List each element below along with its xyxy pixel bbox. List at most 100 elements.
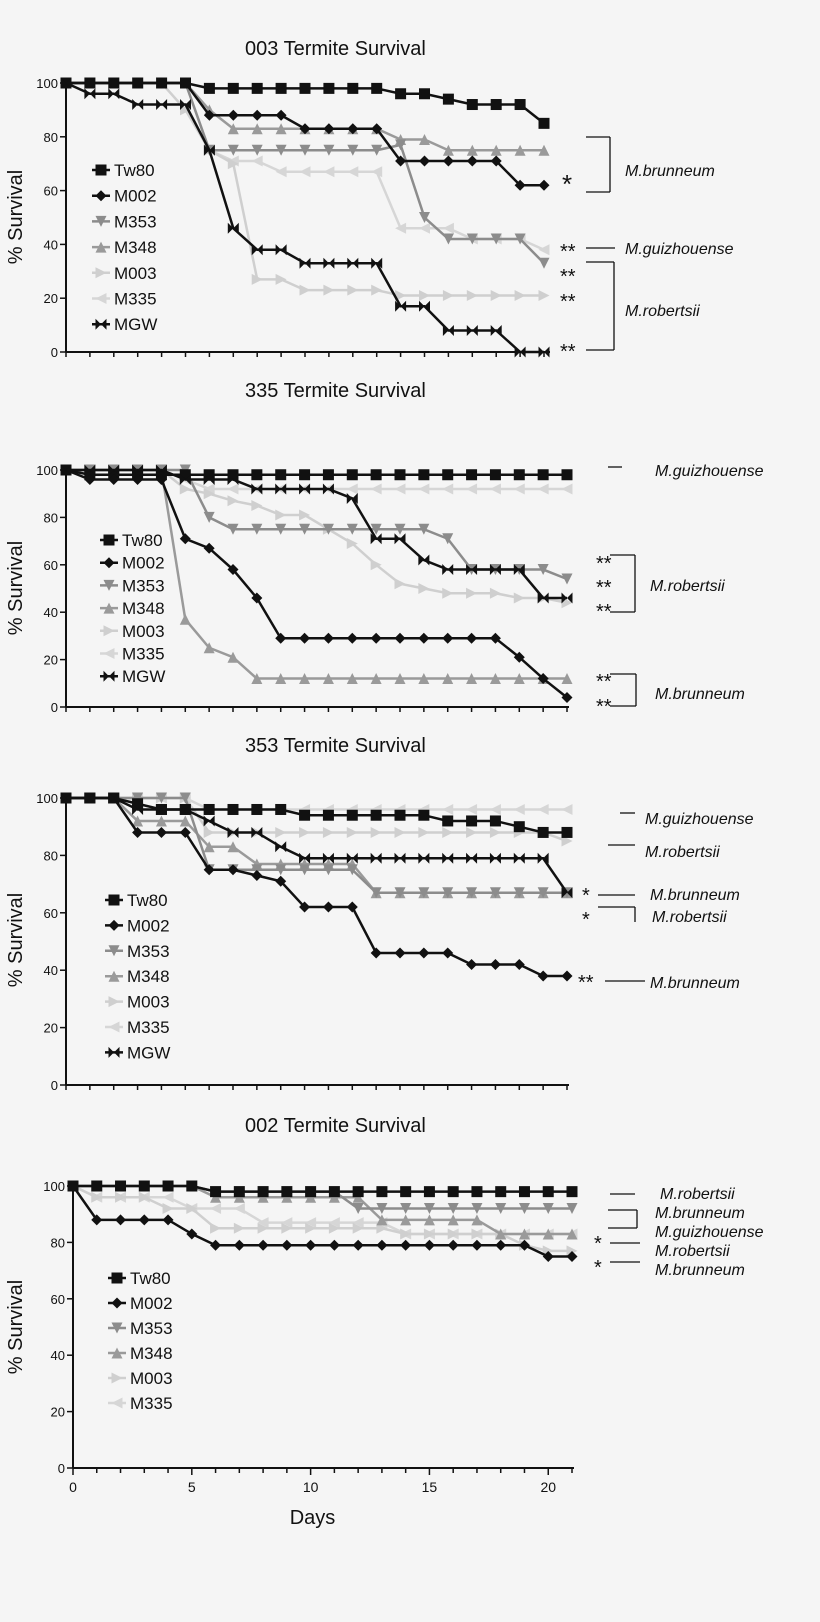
data-point (395, 290, 407, 302)
data-point (227, 473, 239, 485)
chart-panel-1: 335 Termite Survival % Survival 0 20 40 60 80 1… (5, 380, 764, 718)
legend-marker (95, 164, 107, 176)
data-point (400, 1214, 412, 1226)
data-point (537, 803, 549, 815)
data-point (561, 835, 573, 847)
significance-marker: ** (596, 696, 612, 718)
data-point (394, 673, 406, 685)
x-tick-label: 15 (422, 1479, 438, 1495)
data-point (227, 826, 239, 838)
data-point (352, 1239, 364, 1251)
data-point (275, 166, 287, 178)
data-point (371, 123, 383, 135)
data-point (566, 1203, 578, 1215)
x-axis-label: Days (290, 1507, 336, 1529)
data-point (251, 123, 263, 135)
data-point (60, 77, 72, 89)
data-point (305, 1222, 317, 1234)
data-point (471, 1186, 483, 1198)
data-point (275, 509, 287, 521)
data-point (108, 88, 120, 100)
data-point (179, 826, 191, 838)
legend-label: M353 (114, 212, 157, 231)
data-point (251, 869, 263, 881)
data-point (251, 500, 263, 512)
data-point (299, 809, 311, 821)
y-tick-label: 0 (51, 345, 58, 360)
series-M002 (60, 464, 573, 704)
data-point (561, 692, 573, 704)
legend-marker (111, 1322, 123, 1334)
data-point (395, 88, 407, 100)
data-point (489, 803, 501, 815)
legend-marker (108, 996, 120, 1008)
annotation-species: M.robertsii (625, 303, 700, 320)
data-point (322, 809, 334, 821)
y-tick-label: 80 (51, 1235, 65, 1250)
y-tick-label: 20 (51, 1405, 65, 1420)
data-point (371, 257, 383, 269)
legend-label: Tw80 (114, 161, 155, 180)
data-point (518, 1228, 530, 1240)
data-point (203, 82, 215, 94)
legend: Tw80 M002 M353 M348 M003 M335 MGW (105, 891, 170, 1062)
data-point (395, 139, 407, 151)
data-point (418, 809, 430, 821)
data-point (179, 473, 191, 485)
data-point (346, 523, 358, 535)
data-point (251, 523, 263, 535)
data-point (418, 947, 430, 959)
annotation-species: M.robertsii (650, 578, 725, 595)
data-point (346, 632, 358, 644)
data-point (419, 212, 430, 223)
legend-label: M002 (114, 187, 157, 206)
data-point (513, 803, 525, 815)
data-point (466, 324, 478, 336)
data-point (281, 1186, 293, 1198)
data-point (561, 970, 573, 982)
data-point (447, 1203, 459, 1215)
data-point (514, 290, 526, 302)
legend-label: MGW (122, 667, 165, 686)
legend-marker (103, 625, 115, 637)
annotation-species: M.guizhouense (625, 241, 734, 258)
data-point (442, 947, 454, 959)
data-point (162, 1214, 174, 1226)
legend-marker (103, 648, 115, 659)
legend-marker (95, 190, 107, 202)
data-point (442, 144, 454, 156)
data-point (275, 875, 287, 887)
data-point (132, 803, 144, 815)
y-tick-label: 100 (36, 791, 58, 806)
y-tick-label: 60 (51, 1292, 65, 1307)
data-point (115, 1214, 127, 1226)
data-point (275, 273, 287, 285)
annotation-species: M.brunneum (655, 1205, 745, 1222)
data-point (419, 222, 430, 234)
data-point (275, 826, 287, 838)
legend-marker (95, 241, 107, 253)
data-point (322, 483, 334, 495)
data-point (376, 1239, 388, 1251)
significance-marker: * (582, 885, 590, 907)
data-point (418, 583, 430, 594)
legend-label: M002 (122, 554, 165, 573)
y-tick-label: 100 (36, 463, 58, 478)
data-point (419, 290, 430, 302)
y-tick-label: 20 (44, 653, 58, 668)
series-line (66, 796, 569, 894)
data-point (442, 233, 454, 245)
data-point (299, 852, 311, 864)
data-point (419, 155, 430, 167)
data-point (323, 166, 335, 178)
data-point (299, 864, 311, 876)
data-point (495, 1186, 507, 1198)
data-point (346, 469, 358, 481)
legend-marker (108, 945, 120, 957)
y-tick-label: 80 (44, 130, 58, 145)
data-point (203, 542, 215, 554)
data-point (115, 1191, 127, 1203)
data-point (442, 826, 454, 838)
data-point (537, 887, 549, 899)
data-point (376, 1214, 388, 1226)
